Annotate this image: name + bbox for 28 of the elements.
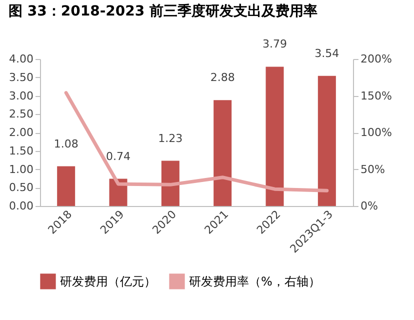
y2-tick-label: 50% bbox=[360, 162, 385, 176]
y-tick-label: 1.50 bbox=[9, 144, 34, 158]
data-label: 1.08 bbox=[54, 137, 78, 150]
y-tick-label: 3.50 bbox=[9, 70, 34, 84]
bar bbox=[161, 160, 180, 206]
bar bbox=[266, 66, 284, 206]
bar bbox=[318, 76, 336, 206]
y2-tick-label: 0% bbox=[360, 200, 378, 212]
chart-title: 图 33：2018-2023 前三季度研发支出及费用率 bbox=[8, 2, 318, 20]
y-tick-label: 1.00 bbox=[9, 162, 34, 176]
y-tick-label: 0.50 bbox=[9, 181, 34, 194]
y2-tick-label: 200% bbox=[360, 52, 392, 66]
y-tick-label: 2.50 bbox=[9, 108, 34, 121]
y2-tick-label: 100% bbox=[360, 126, 392, 139]
bar bbox=[214, 100, 232, 206]
data-label: 3.54 bbox=[314, 46, 340, 60]
data-label: 3.79 bbox=[262, 38, 287, 51]
y2-tick-label: 150% bbox=[360, 89, 392, 102]
data-label: 1.23 bbox=[158, 132, 183, 145]
data-label: 0.74 bbox=[106, 150, 130, 163]
bar bbox=[57, 166, 76, 206]
y-tick-label: 2.00 bbox=[9, 126, 34, 139]
legend-label: 研发费用率（%，右轴） bbox=[189, 274, 320, 288]
data-label: 2.88 bbox=[210, 71, 235, 84]
y-tick-label: 3.00 bbox=[9, 89, 34, 102]
y-tick-label: 0.00 bbox=[9, 200, 34, 212]
legend-label: 研发费用（亿元） bbox=[60, 274, 156, 288]
y-tick-label: 4.00 bbox=[9, 52, 34, 66]
